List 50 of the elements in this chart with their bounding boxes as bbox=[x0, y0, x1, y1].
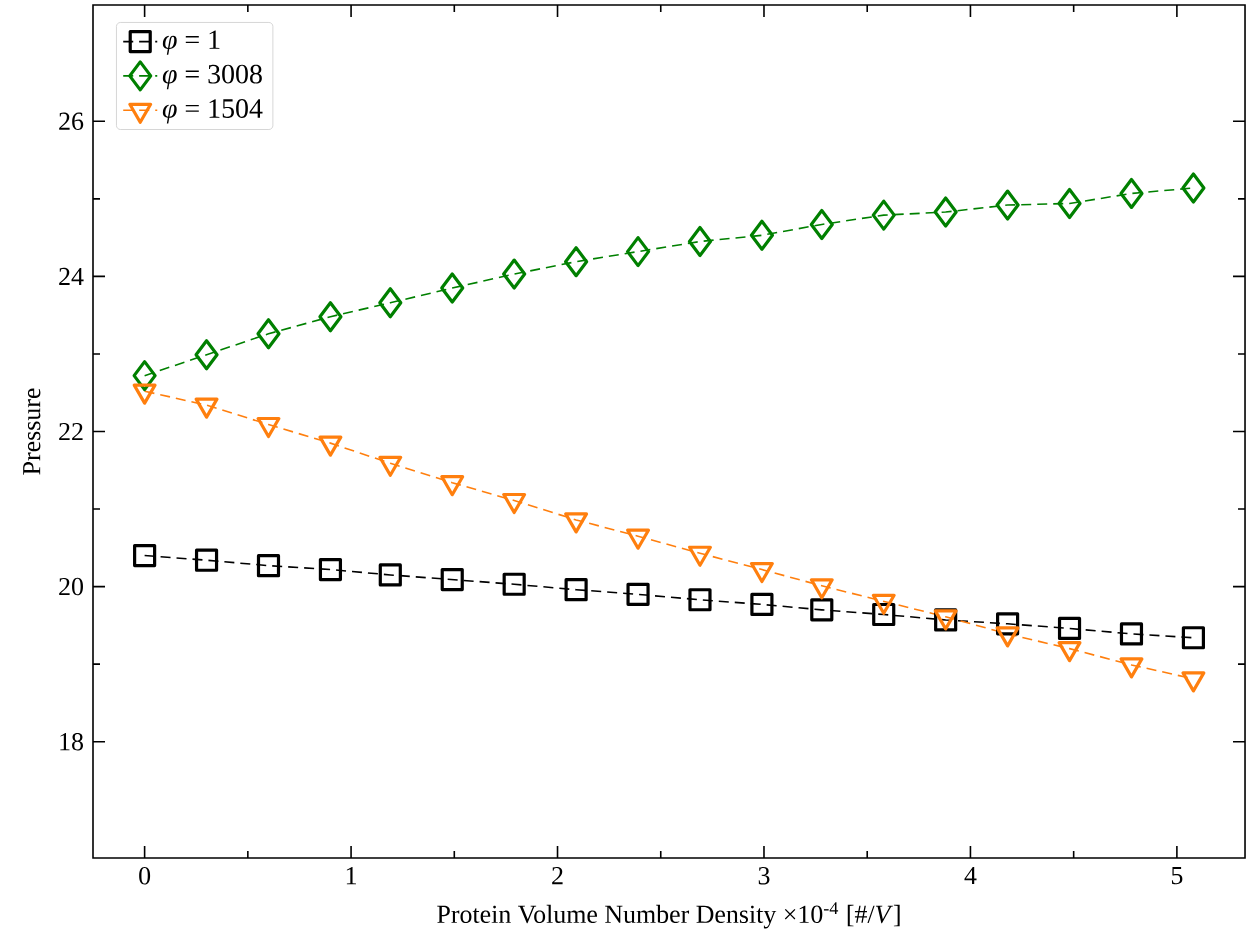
point bbox=[749, 219, 775, 251]
point bbox=[132, 360, 157, 392]
point bbox=[687, 225, 713, 258]
x-axis-title: Protein Volume Number Density ×10$^{-4}$ [#/V] bbox=[437, 902, 900, 929]
point bbox=[502, 258, 527, 290]
y-tick-label: 20 bbox=[59, 577, 83, 596]
x-tick-label: 1 bbox=[346, 867, 356, 885]
point bbox=[256, 554, 281, 578]
x-tick-label: 5 bbox=[1171, 867, 1183, 885]
point bbox=[810, 598, 834, 622]
point bbox=[871, 199, 896, 231]
point bbox=[378, 563, 402, 587]
point bbox=[626, 582, 650, 606]
point bbox=[1119, 622, 1144, 646]
point bbox=[1057, 616, 1082, 641]
point bbox=[502, 572, 526, 596]
point bbox=[1119, 177, 1144, 210]
y-axis-title: Pressure bbox=[23, 388, 41, 475]
legend-label: φ = 3008 bbox=[162, 64, 262, 90]
y-tick-label: 24 bbox=[59, 267, 84, 285]
point bbox=[872, 602, 896, 627]
x-tick-label: 2 bbox=[552, 867, 563, 885]
point bbox=[318, 557, 343, 582]
point bbox=[564, 578, 588, 602]
point bbox=[440, 272, 465, 304]
point bbox=[625, 235, 651, 268]
point bbox=[750, 592, 774, 617]
point bbox=[194, 339, 219, 371]
x-tick-label: 3 bbox=[758, 867, 770, 885]
x-tick-label: 4 bbox=[964, 867, 977, 885]
y-tick-label: 18 bbox=[60, 732, 83, 751]
legend-label: φ = 1504 bbox=[162, 99, 263, 124]
point bbox=[933, 196, 958, 228]
point bbox=[378, 287, 403, 319]
point bbox=[564, 246, 589, 278]
point bbox=[995, 189, 1020, 221]
x-tick-label: 0 bbox=[139, 867, 151, 885]
point bbox=[1057, 187, 1082, 220]
legend-label: φ = 1 bbox=[162, 30, 220, 55]
point bbox=[256, 318, 281, 350]
point bbox=[1181, 626, 1206, 650]
y-tick-label: 22 bbox=[59, 422, 83, 441]
point bbox=[1181, 172, 1206, 204]
point bbox=[440, 568, 464, 592]
point bbox=[809, 208, 834, 241]
point bbox=[194, 548, 219, 572]
y-tick-label: 26 bbox=[59, 112, 84, 131]
point bbox=[318, 301, 343, 333]
point bbox=[688, 588, 712, 612]
point bbox=[133, 543, 157, 568]
